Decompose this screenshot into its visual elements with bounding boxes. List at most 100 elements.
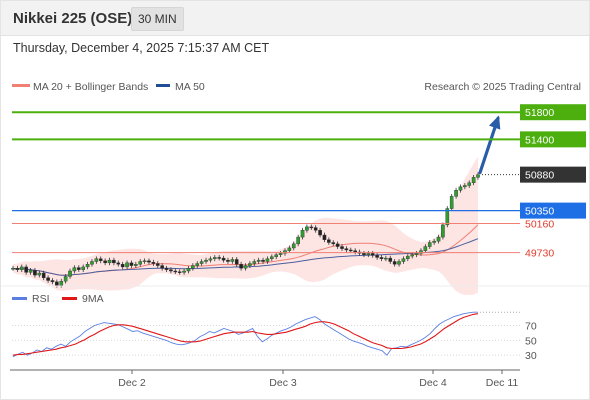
level-box-50880 <box>520 166 586 183</box>
candle-body <box>169 269 173 272</box>
candle-body <box>370 253 375 256</box>
candle-body <box>384 257 388 260</box>
candle-body <box>449 196 454 209</box>
candle-body <box>406 255 410 259</box>
candle-body <box>116 262 121 265</box>
candle-body <box>458 186 463 191</box>
candle-body <box>77 267 81 270</box>
candle-body <box>375 255 379 258</box>
rsi-plot: 30 50 70 <box>12 311 537 362</box>
candle-body <box>309 226 314 229</box>
candle-body <box>432 240 436 243</box>
rsi-tick-50: 50 <box>525 335 537 347</box>
level-label-51800: 51800 <box>525 107 554 119</box>
candle-body <box>72 267 77 272</box>
candle-body <box>252 261 257 264</box>
candle-body <box>353 250 357 253</box>
candle-body <box>24 266 28 273</box>
level-label-50880: 50880 <box>525 170 554 182</box>
candle-body <box>160 265 164 269</box>
candle-body <box>296 236 300 245</box>
candle-body <box>283 250 287 254</box>
ma50-legend-label: MA 50 <box>175 81 205 93</box>
rsi-ma-legend-swatch <box>62 297 77 300</box>
candle-body <box>265 258 270 262</box>
candle-body <box>134 264 138 266</box>
candle-body <box>239 264 243 269</box>
candle-body <box>195 263 200 266</box>
candle-body <box>107 259 112 264</box>
candle-body <box>248 263 252 266</box>
level-box-50350 <box>520 202 586 219</box>
candle-body <box>63 276 68 282</box>
candle-body <box>335 243 340 247</box>
candle-body <box>427 242 432 247</box>
candle-body <box>15 268 20 270</box>
candle-body <box>392 261 397 265</box>
candle-body <box>164 268 169 270</box>
candle-body <box>274 254 279 257</box>
candle-body <box>90 261 94 265</box>
candle-body <box>419 250 423 254</box>
candle-body <box>423 246 428 251</box>
candle-body <box>125 262 129 268</box>
level-box-51400 <box>520 131 586 148</box>
candle-body <box>221 257 226 261</box>
level-label-50350: 50350 <box>525 206 554 218</box>
candle-body <box>278 253 283 255</box>
candle-body <box>467 182 472 186</box>
candle-body <box>81 266 85 270</box>
candle-body <box>112 259 116 264</box>
candle-body <box>441 224 445 238</box>
bollinger-bands <box>13 156 478 295</box>
main-plot <box>11 115 501 295</box>
rsi-line <box>12 311 478 358</box>
timeframe-button[interactable]: 30 MIN <box>131 7 184 31</box>
candle-body <box>291 243 296 249</box>
candle-body <box>191 265 195 269</box>
candle-body <box>331 242 336 245</box>
candle-body <box>230 259 235 262</box>
candle-body <box>226 259 230 262</box>
candle-body <box>120 264 125 268</box>
candle-body <box>103 260 107 264</box>
candle-body <box>256 259 261 262</box>
candle-body <box>366 253 371 255</box>
candle-body <box>94 258 99 262</box>
level-box-51800 <box>520 104 586 121</box>
candle-body <box>397 261 401 265</box>
candle-body <box>50 280 55 283</box>
candle-body <box>379 257 384 259</box>
candle-body <box>37 272 42 276</box>
level-label-50160: 50160 <box>525 219 554 231</box>
x-tick-label: Dec 4 <box>419 377 447 389</box>
copyright-label: Research © 2025 Trading Central <box>424 81 581 93</box>
candle-body <box>55 281 59 286</box>
level-label-49730: 49730 <box>525 248 554 260</box>
candle-body <box>410 254 414 257</box>
candle-body <box>85 264 90 268</box>
candle-body <box>208 258 213 261</box>
candle-body <box>151 261 156 264</box>
candle-body <box>340 246 344 249</box>
candle-body <box>28 270 33 273</box>
candle-body <box>68 270 72 277</box>
chart-datetime: Thursday, December 4, 2025 7:15:37 AM CE… <box>13 41 270 55</box>
rsi-ma-line <box>12 313 479 356</box>
candle-body <box>348 249 353 252</box>
candle-body <box>234 259 239 265</box>
candle-body <box>463 185 467 188</box>
x-tick-label: Dec 3 <box>269 377 297 389</box>
candle-body <box>182 270 186 273</box>
candle-body <box>313 227 318 231</box>
candle-body <box>436 236 441 242</box>
candle-body <box>454 190 458 197</box>
candle-body <box>471 177 476 183</box>
candle-body <box>243 265 248 269</box>
candle-body <box>19 266 24 270</box>
time-axis: Dec 2 Dec 3 Dec 4 Dec 11 <box>118 370 518 389</box>
candle-body <box>300 230 305 238</box>
candle-body <box>344 248 349 251</box>
